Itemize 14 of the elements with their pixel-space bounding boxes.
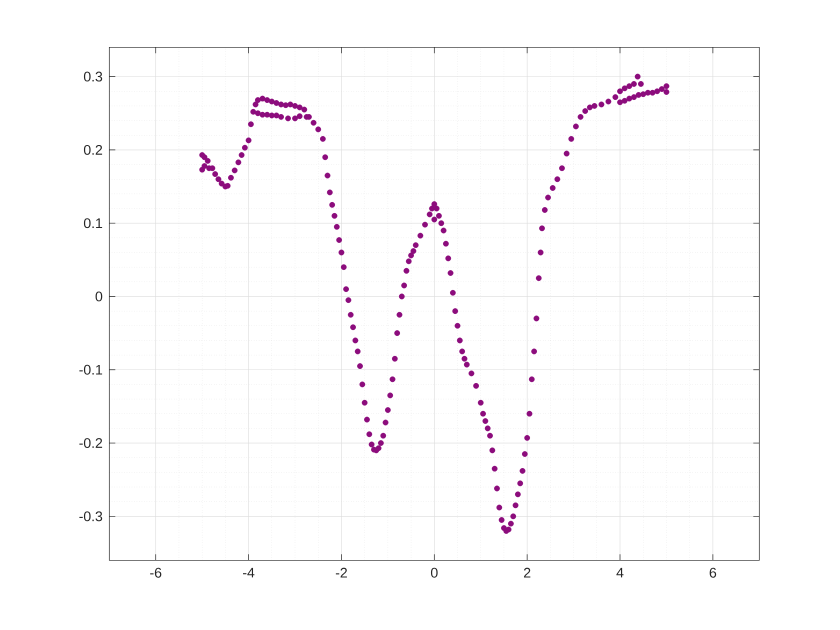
x-tick-label: 4 [616, 568, 624, 578]
y-tick-label: 0.1 [84, 218, 102, 228]
x-tick-label: -2 [336, 568, 347, 578]
x-tick-label: 0 [430, 568, 438, 578]
y-tick-label: -0.3 [79, 511, 102, 522]
y-tick-label: 0 [96, 292, 102, 302]
y-tick-label: -0.2 [79, 438, 102, 448]
y-tick-label: 0.2 [84, 144, 102, 155]
x-tick-label: -6 [150, 568, 162, 578]
x-tick-label: 6 [710, 568, 716, 578]
y-tick-label: 0.3 [84, 72, 102, 82]
x-tick-label: -4 [243, 568, 254, 578]
y-tick-label: -0.1 [79, 364, 102, 375]
x-tick-label: 2 [524, 568, 530, 578]
